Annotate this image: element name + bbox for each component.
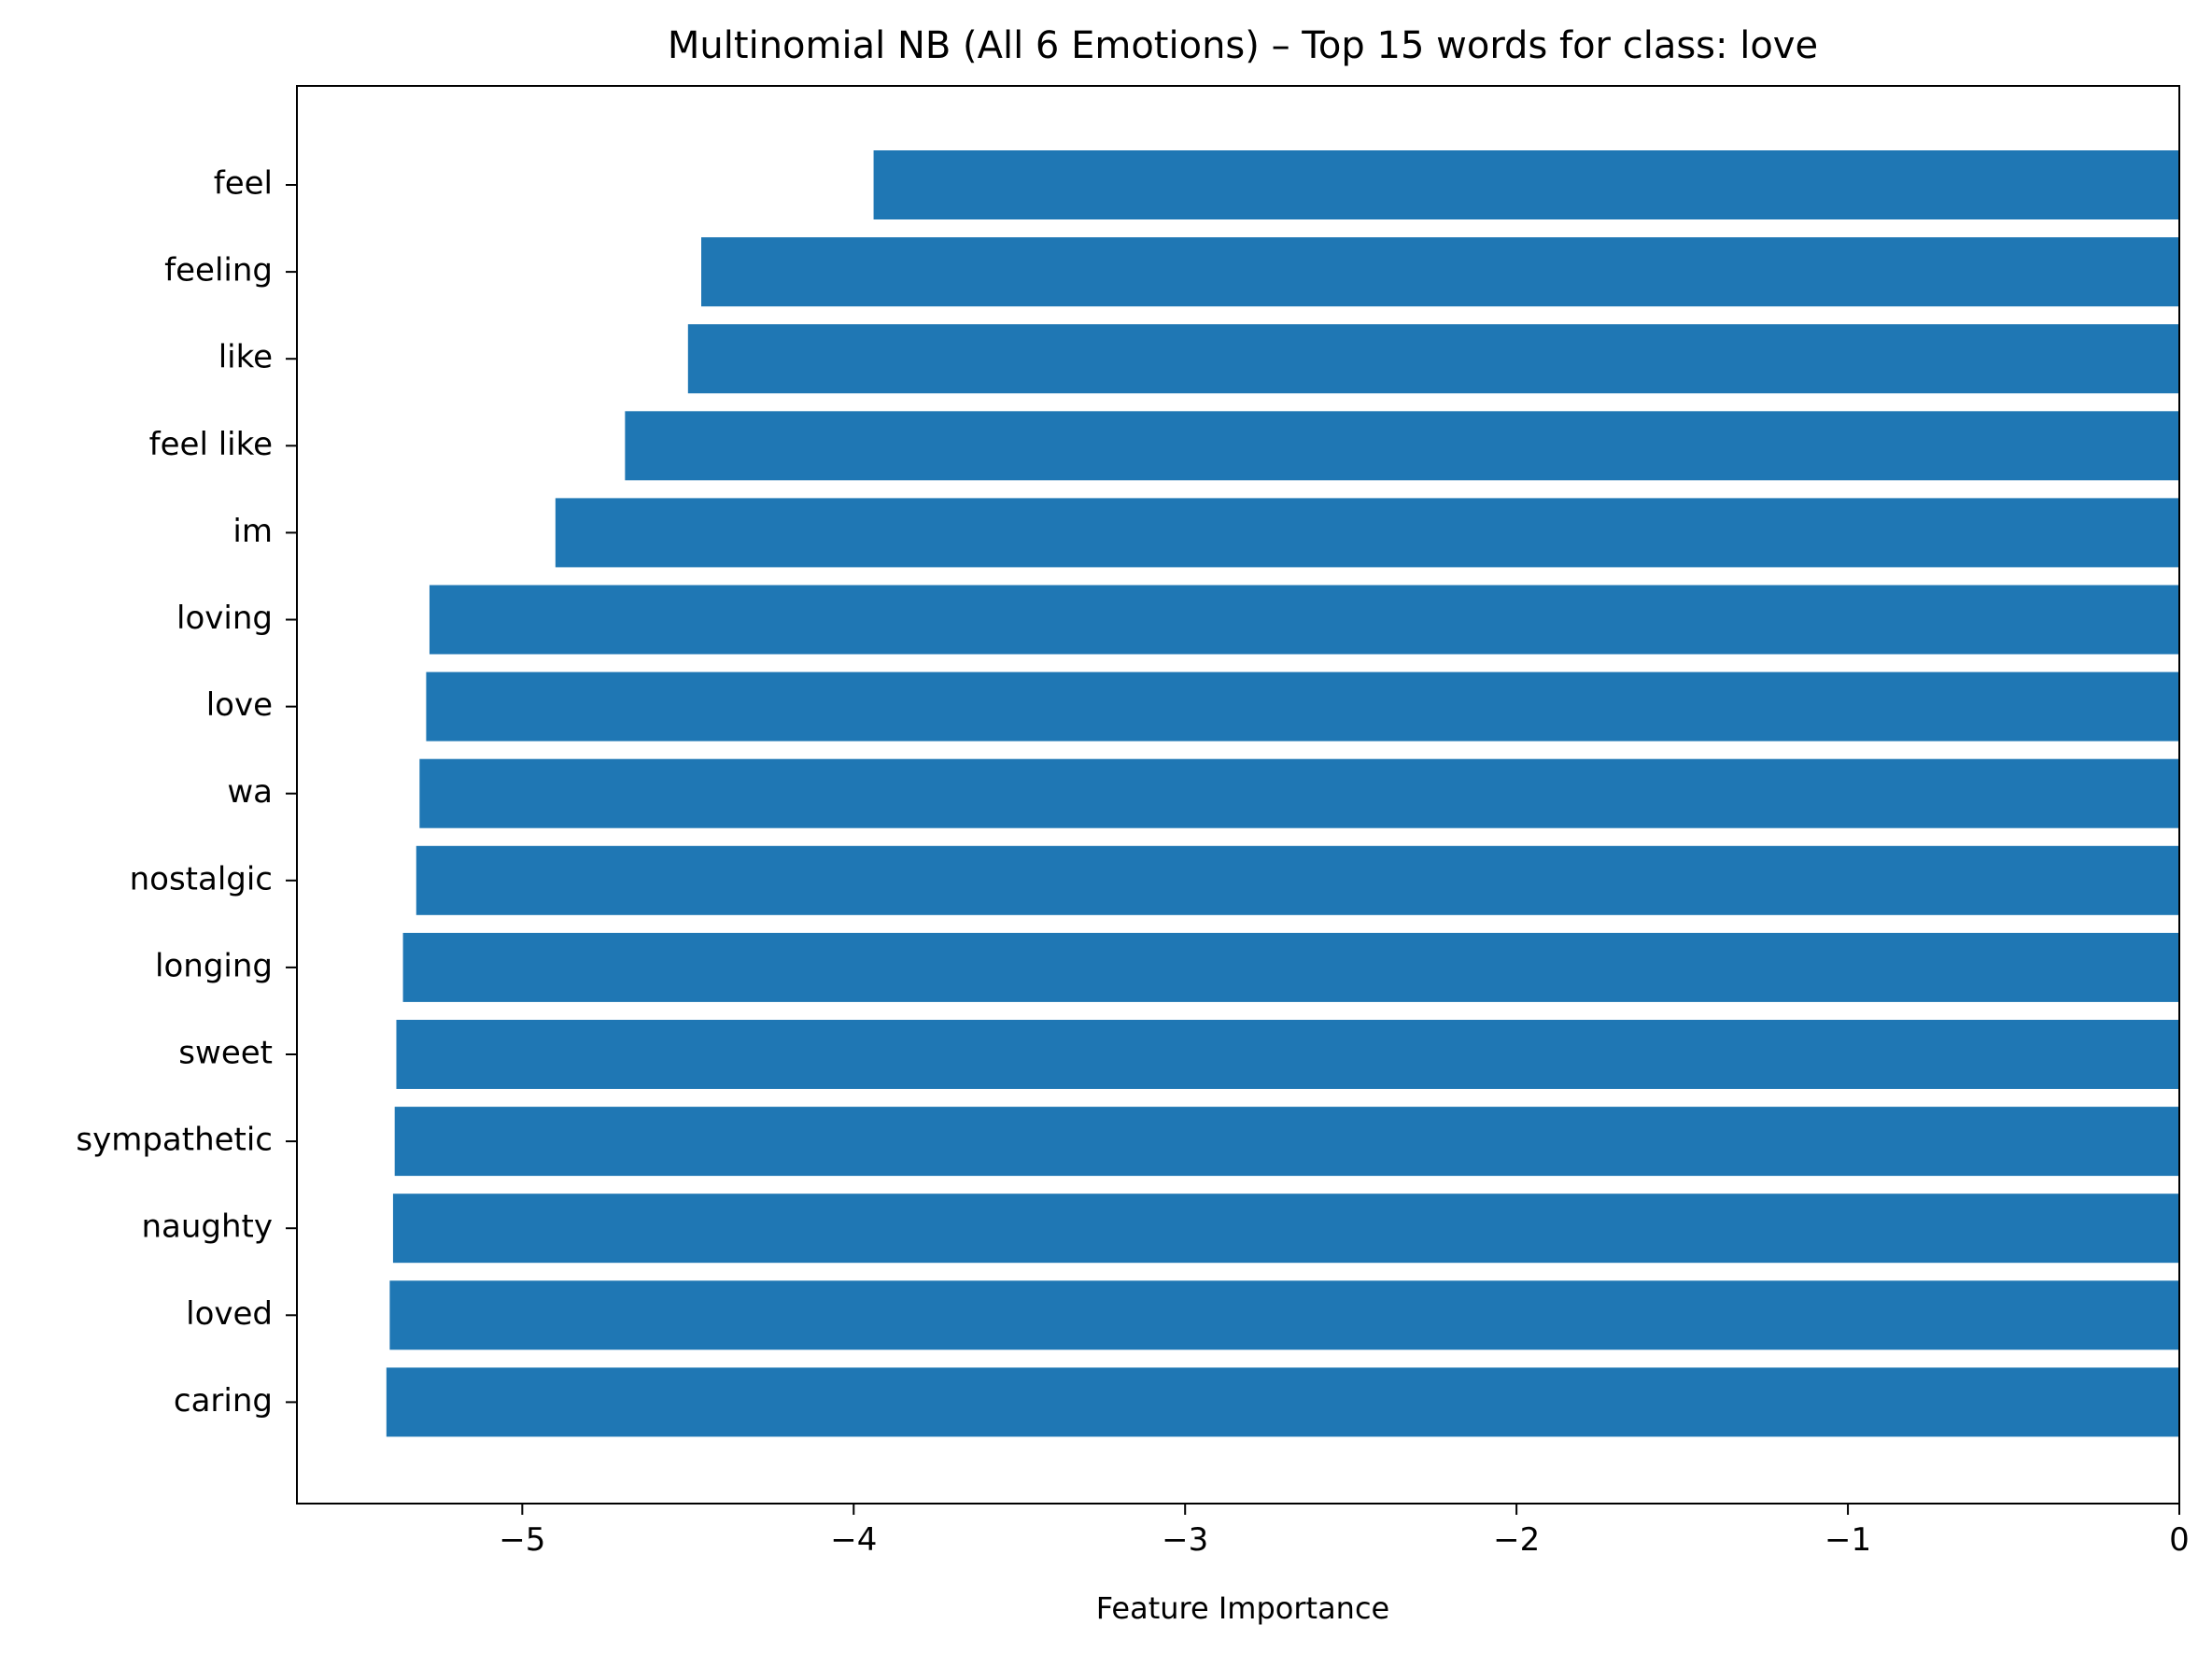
y-tick-label: feel like (149, 426, 273, 463)
y-tick-label: sympathetic (76, 1122, 273, 1159)
bar (416, 845, 2179, 915)
bar (419, 758, 2179, 828)
bar (386, 1367, 2179, 1437)
plot-frame (296, 85, 2180, 1505)
y-tick-label: nostalgic (130, 860, 273, 897)
x-tick-label: −4 (830, 1521, 877, 1559)
y-tick-label: caring (174, 1382, 273, 1420)
bar (389, 1280, 2180, 1350)
x-tick-label: −5 (499, 1521, 545, 1559)
y-tick-label: wa (227, 773, 273, 811)
bar (687, 324, 2179, 394)
axes-layer: feel feeling like feel like im loving love wa no… (76, 85, 2190, 1559)
y-tick-label: feeling (164, 252, 273, 290)
x-tick-label: −3 (1162, 1521, 1208, 1559)
x-tick-label: −2 (1493, 1521, 1540, 1559)
bar (426, 671, 2179, 742)
y-tick-label: feel (214, 165, 273, 203)
chart-title: Multinomial NB (All 6 Emotions) – Top 15… (668, 24, 1818, 67)
bar (701, 237, 2179, 307)
bars-layer (386, 150, 2180, 1437)
x-axis-label: Feature Importance (1096, 1590, 1389, 1626)
bar (625, 411, 2179, 481)
bar (429, 585, 2180, 655)
y-tick-label: sweet (178, 1035, 273, 1072)
y-tick-label: like (218, 339, 273, 376)
bar (392, 1194, 2179, 1264)
bar (402, 932, 2180, 1002)
y-tick-label: loving (176, 600, 273, 637)
y-tick-label: naughty (141, 1208, 273, 1246)
y-tick-label: im (232, 513, 273, 550)
bar (394, 1107, 2179, 1177)
bar (555, 498, 2179, 568)
y-tick-label: loved (186, 1295, 273, 1333)
y-tick-label: love (206, 686, 273, 724)
x-tick-label: 0 (2169, 1521, 2190, 1559)
y-tick-label: longing (155, 947, 273, 984)
bar (396, 1020, 2179, 1089)
bar (873, 150, 2180, 219)
x-tick-label: −1 (1825, 1521, 1871, 1559)
